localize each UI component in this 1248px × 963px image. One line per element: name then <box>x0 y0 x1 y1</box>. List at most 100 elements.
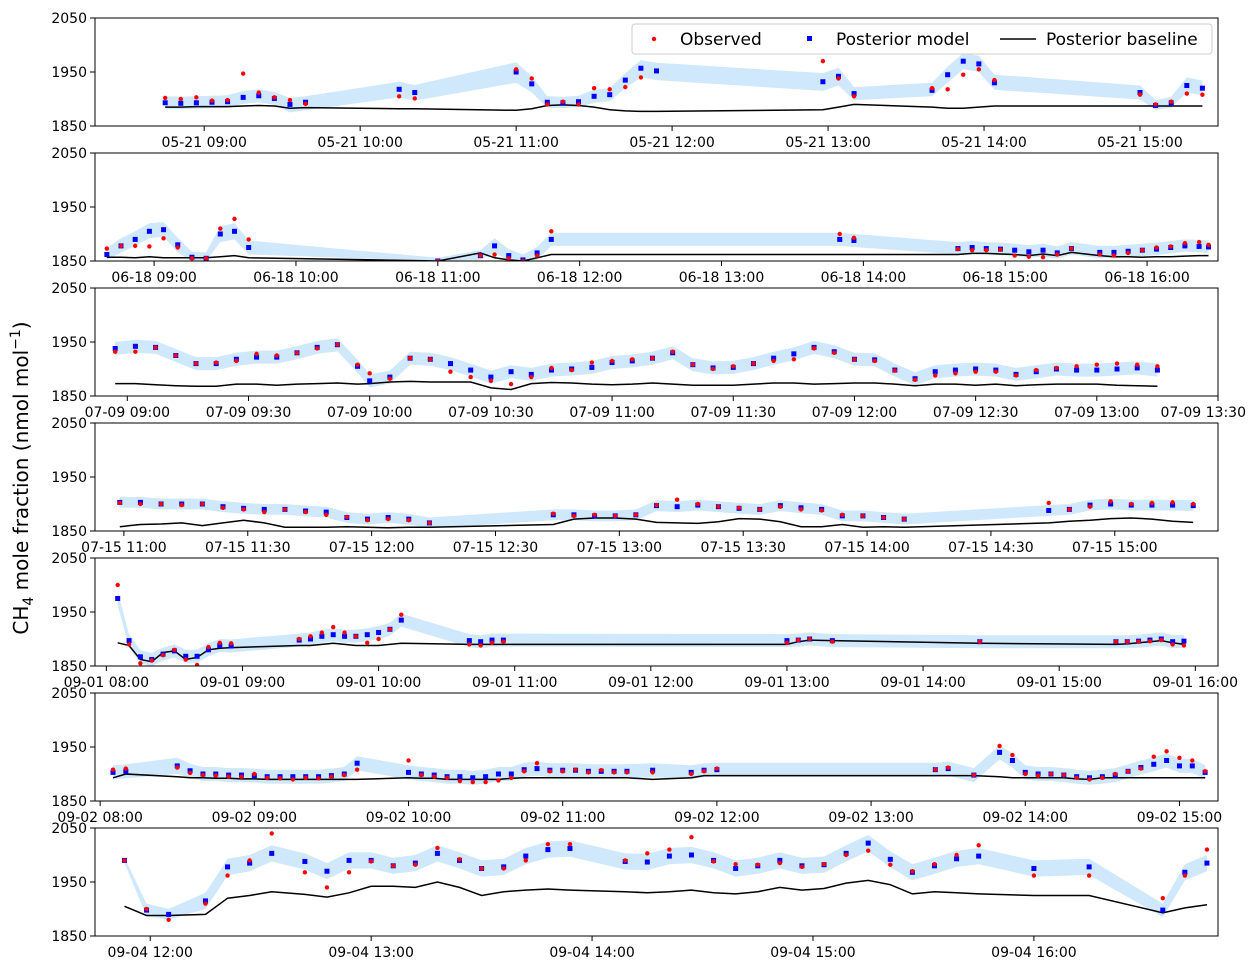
panel-plot-area <box>110 743 1208 785</box>
legend: Observed Posterior model Posterior basel… <box>631 23 1213 55</box>
observed-point <box>933 373 938 378</box>
observed-point <box>225 873 230 878</box>
panel-06-18: 1850 1950 2050 06-18 09:00 06-18 10:00 06-18 … <box>51 146 1219 286</box>
observed-point <box>391 863 396 868</box>
observed-point <box>1125 769 1131 774</box>
observed-point <box>1086 873 1092 878</box>
observed-point <box>444 775 450 780</box>
observed-point <box>355 362 360 367</box>
observed-point <box>294 350 300 355</box>
panel-09-02: 1850 1950 2050 09-02 08:00 09-02 09:00 09-02 … <box>51 686 1222 826</box>
observed-point <box>115 582 120 588</box>
x-tick-label: 06-18 13:00 <box>679 270 764 286</box>
observed-point <box>912 377 918 382</box>
model-point <box>666 853 672 859</box>
observed-point <box>147 244 152 249</box>
x-tick-label: 07-15 13:30 <box>700 540 785 556</box>
observed-point <box>479 866 484 871</box>
observed-point <box>650 770 655 775</box>
observed-point <box>478 643 483 648</box>
observed-point <box>407 356 413 361</box>
observed-point <box>239 774 244 779</box>
observed-point <box>609 358 615 364</box>
model-point <box>434 850 440 856</box>
model-point <box>945 72 951 78</box>
observed-point <box>836 76 841 81</box>
model-point <box>495 771 501 777</box>
legend-observed-label: Observed <box>680 30 762 50</box>
observed-point <box>714 766 720 771</box>
x-tick-label: 09-02 15:00 <box>1137 810 1222 826</box>
observed-point <box>435 845 440 851</box>
model-point <box>457 774 463 780</box>
panel-frame <box>94 692 1219 802</box>
model-point <box>406 769 412 775</box>
x-tick-label: 09-04 16:00 <box>991 945 1076 961</box>
observed-point <box>851 94 857 99</box>
observed-point <box>830 639 835 644</box>
observed-point <box>203 901 208 906</box>
model-point <box>1154 367 1160 373</box>
observed-point <box>220 505 226 510</box>
y-axis-label-close: ) <box>9 321 33 329</box>
observed-point <box>117 500 122 506</box>
model-point <box>528 371 534 377</box>
x-tick-label: 09-02 14:00 <box>983 810 1068 826</box>
x-tick-label: 07-15 11:30 <box>205 540 290 556</box>
model-point <box>247 860 253 866</box>
observed-point <box>132 243 138 249</box>
observed-point <box>650 356 655 361</box>
observed-point <box>269 831 274 836</box>
baseline-line <box>165 103 1203 113</box>
observed-point <box>173 353 178 358</box>
observed-point <box>353 634 359 639</box>
uncertainty-band <box>165 53 1203 113</box>
observed-point <box>387 627 393 632</box>
observed-point <box>695 501 700 507</box>
model-point <box>991 80 997 86</box>
model-point <box>508 369 514 375</box>
observed-point <box>523 858 528 863</box>
observed-point <box>1191 501 1196 507</box>
model-point <box>837 236 843 242</box>
model-point <box>1204 860 1210 866</box>
model-point <box>178 100 184 106</box>
observed-point <box>183 657 188 662</box>
observed-point <box>977 639 982 644</box>
observed-point <box>992 77 997 83</box>
observed-point <box>1013 373 1019 378</box>
observed-point <box>133 349 138 354</box>
panel-plot-area <box>104 216 1212 261</box>
model-point <box>771 355 777 361</box>
model-point <box>777 857 783 863</box>
observed-point <box>1040 255 1046 260</box>
model-point <box>376 630 382 636</box>
model-point <box>1176 763 1182 769</box>
observed-point <box>314 346 320 351</box>
x-tick-label: 05-21 15:00 <box>1097 135 1182 151</box>
model-point <box>193 100 199 106</box>
observed-point <box>467 642 472 647</box>
model-point <box>398 617 404 623</box>
observed-point <box>470 779 475 785</box>
observed-point <box>324 885 330 890</box>
observed-point <box>976 67 982 72</box>
x-tick-label: 07-09 11:30 <box>691 405 776 421</box>
observed-point <box>611 770 617 775</box>
x-tick-label: 05-21 09:00 <box>161 135 246 151</box>
observed-point <box>376 636 381 642</box>
x-tick-label: 07-15 12:00 <box>329 540 414 556</box>
observed-point <box>945 765 951 770</box>
observed-point <box>569 367 574 373</box>
model-point <box>1012 247 1018 253</box>
baseline-line <box>124 879 1208 917</box>
observed-point <box>955 246 961 252</box>
observed-point <box>771 358 776 364</box>
model-point <box>506 253 512 259</box>
model-point <box>217 231 223 237</box>
observed-point <box>784 640 790 645</box>
observed-point <box>1169 99 1174 104</box>
x-tick-label: 09-01 12:00 <box>608 675 693 691</box>
uncertainty-band <box>115 338 1158 388</box>
observed-point <box>591 86 597 91</box>
